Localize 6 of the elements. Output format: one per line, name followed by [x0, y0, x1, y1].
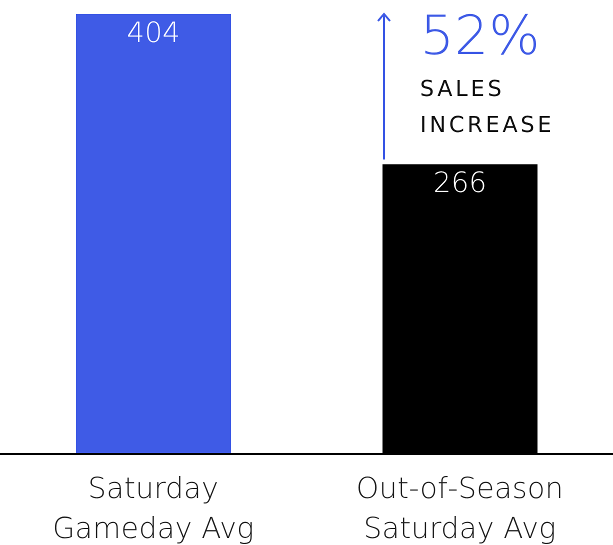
data-label: 404: [126, 16, 180, 49]
annotation: 52%: [420, 4, 540, 68]
x-tick-label: Out-of-Season Saturday Avg: [356, 471, 564, 545]
x-tick-label: Saturday Gameday Avg: [52, 471, 254, 545]
data-label: 266: [433, 166, 487, 200]
annotation: SALES INCREASE: [420, 76, 556, 140]
